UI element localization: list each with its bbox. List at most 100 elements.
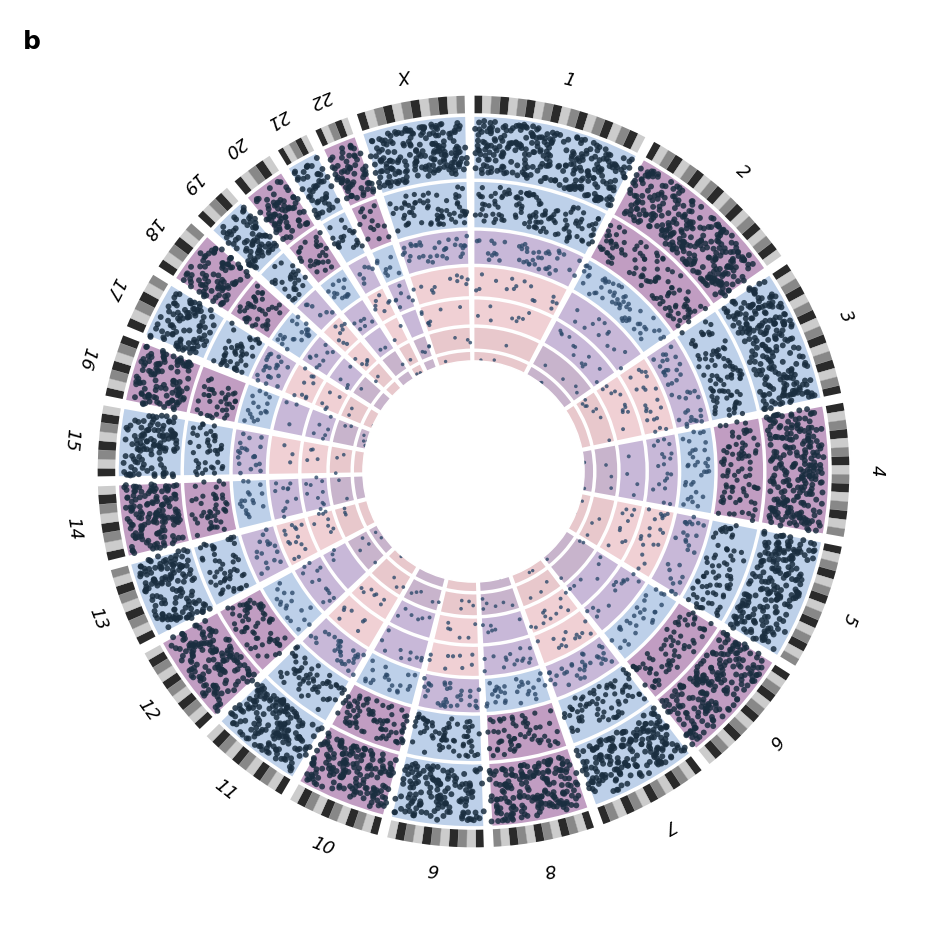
Point — [575, 360, 590, 375]
Point — [479, 697, 494, 712]
Point — [343, 789, 358, 804]
Point — [546, 208, 562, 223]
Point — [189, 618, 205, 633]
Wedge shape — [491, 96, 500, 116]
Point — [366, 707, 381, 722]
Point — [476, 159, 491, 174]
Point — [162, 499, 177, 514]
Point — [145, 482, 160, 497]
Point — [720, 581, 735, 596]
Point — [591, 212, 606, 228]
Point — [204, 382, 219, 397]
Wedge shape — [693, 175, 712, 195]
Point — [252, 302, 267, 317]
Wedge shape — [247, 165, 266, 187]
Point — [524, 619, 539, 634]
Point — [663, 229, 678, 244]
Point — [701, 271, 716, 286]
Point — [295, 278, 311, 294]
Point — [716, 590, 731, 605]
Point — [182, 608, 197, 623]
Wedge shape — [803, 327, 825, 342]
Point — [195, 685, 210, 700]
Point — [220, 258, 235, 273]
Point — [266, 210, 281, 225]
Point — [414, 128, 429, 143]
Point — [313, 175, 329, 190]
Point — [231, 445, 246, 460]
Point — [247, 220, 262, 235]
Point — [690, 709, 706, 724]
Point — [183, 294, 198, 309]
Point — [728, 261, 743, 276]
Point — [606, 710, 621, 725]
Point — [321, 726, 336, 741]
Point — [392, 278, 407, 294]
Point — [491, 200, 506, 215]
Point — [505, 710, 520, 725]
Point — [175, 585, 190, 600]
Wedge shape — [656, 629, 774, 750]
Wedge shape — [712, 192, 731, 211]
Point — [346, 739, 361, 754]
Point — [629, 190, 644, 205]
Point — [470, 747, 485, 762]
Point — [408, 776, 423, 791]
Point — [728, 237, 743, 252]
Point — [615, 280, 630, 295]
Point — [461, 631, 476, 646]
Point — [782, 599, 797, 615]
Point — [314, 396, 330, 412]
Point — [693, 234, 708, 249]
Point — [217, 664, 232, 679]
Point — [729, 308, 744, 323]
Point — [609, 228, 624, 243]
Wedge shape — [132, 622, 153, 638]
Point — [182, 356, 197, 371]
Point — [169, 591, 184, 606]
Point — [276, 232, 291, 247]
Point — [305, 717, 320, 733]
Point — [322, 758, 337, 773]
Point — [331, 241, 347, 256]
Point — [676, 235, 691, 250]
Point — [747, 674, 762, 689]
Point — [503, 809, 518, 824]
Point — [672, 610, 688, 625]
Point — [241, 211, 257, 227]
Point — [534, 801, 549, 816]
Point — [217, 574, 232, 589]
Wedge shape — [481, 610, 529, 645]
Point — [459, 205, 474, 220]
Point — [589, 610, 604, 625]
Point — [188, 454, 204, 469]
Point — [153, 311, 169, 326]
Point — [766, 552, 781, 567]
Point — [301, 676, 316, 691]
Wedge shape — [623, 506, 674, 579]
Wedge shape — [232, 480, 273, 530]
Point — [168, 488, 183, 503]
Point — [291, 310, 306, 325]
Point — [609, 783, 624, 798]
Point — [412, 121, 427, 136]
Point — [564, 149, 580, 164]
Point — [671, 413, 687, 428]
Point — [654, 224, 670, 239]
Point — [653, 755, 669, 770]
Point — [280, 707, 295, 722]
Point — [455, 777, 470, 792]
Point — [436, 126, 451, 141]
Point — [475, 592, 491, 607]
Point — [295, 388, 310, 403]
Point — [143, 539, 158, 554]
Point — [766, 360, 781, 375]
Point — [125, 437, 140, 452]
Wedge shape — [255, 160, 274, 181]
Point — [207, 681, 223, 696]
Point — [651, 757, 666, 772]
Point — [664, 228, 679, 243]
Point — [687, 636, 702, 651]
Point — [158, 610, 173, 625]
Point — [660, 507, 675, 522]
